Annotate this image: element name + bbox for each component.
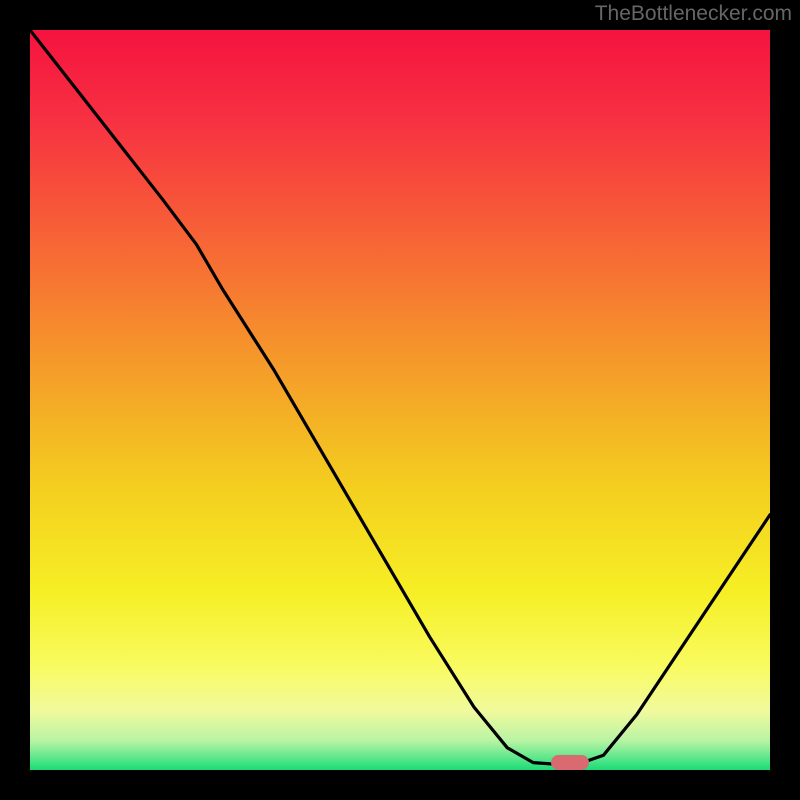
bottleneck-curve bbox=[30, 30, 770, 770]
plot-area bbox=[30, 30, 770, 770]
optimal-marker bbox=[551, 755, 589, 770]
curve-path bbox=[30, 30, 770, 766]
watermark-text: TheBottlenecker.com bbox=[595, 2, 792, 26]
